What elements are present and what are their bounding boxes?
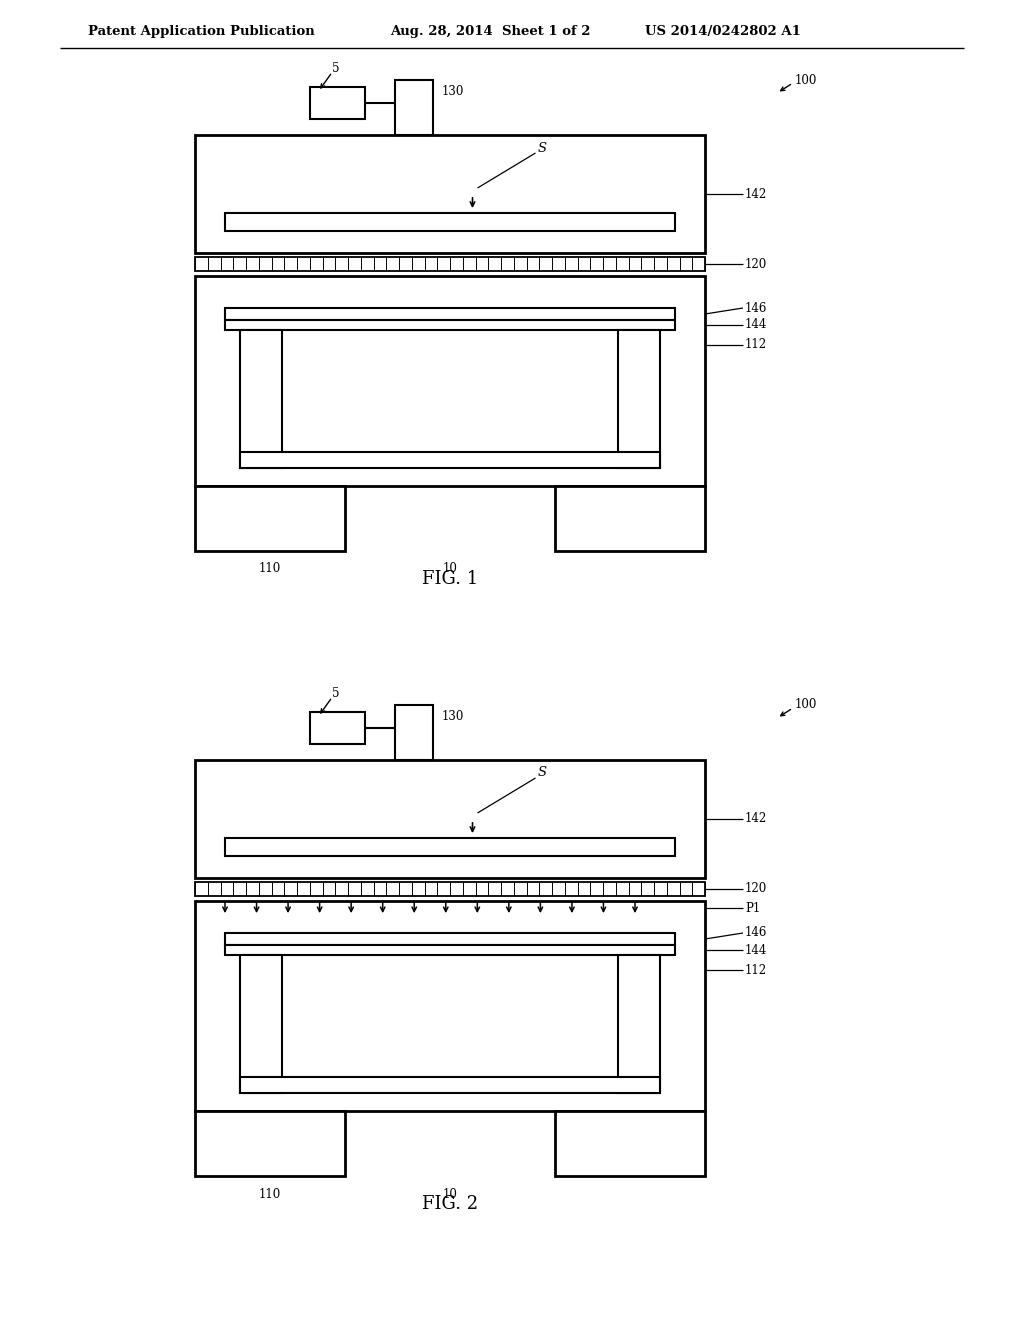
Bar bbox=[225, 945, 675, 954]
Bar bbox=[240, 954, 282, 1093]
Bar bbox=[310, 87, 366, 119]
Text: 146: 146 bbox=[745, 927, 767, 940]
Bar bbox=[195, 1111, 345, 1176]
Text: 100: 100 bbox=[795, 74, 817, 87]
Text: FIG. 2: FIG. 2 bbox=[422, 1195, 478, 1213]
Bar bbox=[618, 954, 660, 1093]
Text: S: S bbox=[538, 767, 547, 780]
Bar bbox=[225, 933, 675, 945]
Bar bbox=[555, 1111, 705, 1176]
Bar bbox=[195, 486, 345, 550]
Text: Patent Application Publication: Patent Application Publication bbox=[88, 25, 314, 38]
Bar bbox=[225, 838, 675, 855]
Text: 120: 120 bbox=[745, 883, 767, 895]
Text: 5: 5 bbox=[332, 686, 339, 700]
Text: 112: 112 bbox=[745, 964, 767, 977]
Text: 110: 110 bbox=[259, 1188, 282, 1200]
Bar bbox=[395, 81, 433, 135]
Bar bbox=[240, 330, 282, 469]
Text: 144: 144 bbox=[745, 944, 767, 957]
Bar bbox=[195, 882, 705, 896]
Bar bbox=[555, 486, 705, 550]
Bar bbox=[240, 1077, 660, 1093]
Text: 10: 10 bbox=[442, 1188, 458, 1200]
Text: 130: 130 bbox=[441, 710, 464, 723]
Text: 100: 100 bbox=[795, 698, 817, 711]
Bar bbox=[225, 308, 675, 319]
Bar bbox=[195, 902, 705, 1111]
Bar bbox=[395, 705, 433, 760]
Text: US 2014/0242802 A1: US 2014/0242802 A1 bbox=[645, 25, 801, 38]
Text: 144: 144 bbox=[745, 318, 767, 331]
Text: Aug. 28, 2014  Sheet 1 of 2: Aug. 28, 2014 Sheet 1 of 2 bbox=[390, 25, 591, 38]
Text: P1: P1 bbox=[745, 902, 760, 915]
Bar bbox=[310, 711, 366, 743]
Text: 142: 142 bbox=[745, 187, 767, 201]
Bar bbox=[240, 451, 660, 469]
Text: 10: 10 bbox=[442, 562, 458, 576]
Text: 112: 112 bbox=[745, 338, 767, 351]
Bar bbox=[225, 213, 675, 231]
Text: FIG. 1: FIG. 1 bbox=[422, 570, 478, 587]
Bar bbox=[195, 276, 705, 486]
Bar bbox=[225, 319, 675, 330]
Text: 146: 146 bbox=[745, 301, 767, 314]
Text: 142: 142 bbox=[745, 813, 767, 825]
Text: 120: 120 bbox=[745, 257, 767, 271]
Bar bbox=[195, 135, 705, 253]
Text: 130: 130 bbox=[441, 84, 464, 98]
Text: S: S bbox=[538, 141, 547, 154]
Bar bbox=[618, 330, 660, 469]
Bar bbox=[195, 760, 705, 878]
Bar bbox=[195, 257, 705, 271]
Text: 110: 110 bbox=[259, 562, 282, 576]
Text: 5: 5 bbox=[332, 62, 339, 75]
